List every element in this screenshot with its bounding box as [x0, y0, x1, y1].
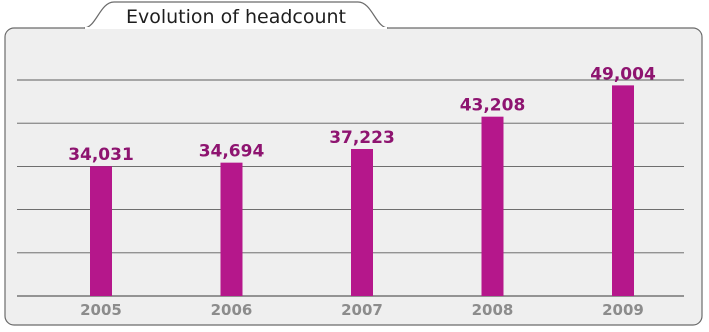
- value-label-2008: 43,208: [460, 96, 526, 116]
- bar-2008: [481, 116, 504, 296]
- value-label-2006: 34,694: [199, 142, 265, 162]
- x-tick-label-2007: 2007: [341, 301, 383, 319]
- value-label-2009: 49,004: [590, 64, 656, 84]
- chart-title: Evolution of headcount: [126, 6, 346, 28]
- x-tick-label-2005: 2005: [80, 301, 122, 319]
- gridlines: [17, 79, 684, 297]
- x-tick-label-2009: 2009: [602, 301, 644, 319]
- bar-2009: [612, 85, 634, 296]
- value-label-2005: 34,031: [68, 145, 134, 165]
- x-axis-tick-labels: 2005 2006 2007 2008 2009: [80, 301, 644, 319]
- value-labels: 34,031 34,694 37,223 43,208 49,004: [68, 64, 656, 165]
- x-tick-label-2006: 2006: [211, 301, 253, 319]
- value-label-2007: 37,223: [329, 128, 395, 148]
- bar-2006: [220, 162, 243, 296]
- title-tab: [83, 1, 389, 29]
- x-tick-label-2008: 2008: [472, 301, 514, 319]
- bar-2005: [90, 166, 112, 296]
- bars: [90, 85, 634, 296]
- bar-2007: [351, 148, 373, 296]
